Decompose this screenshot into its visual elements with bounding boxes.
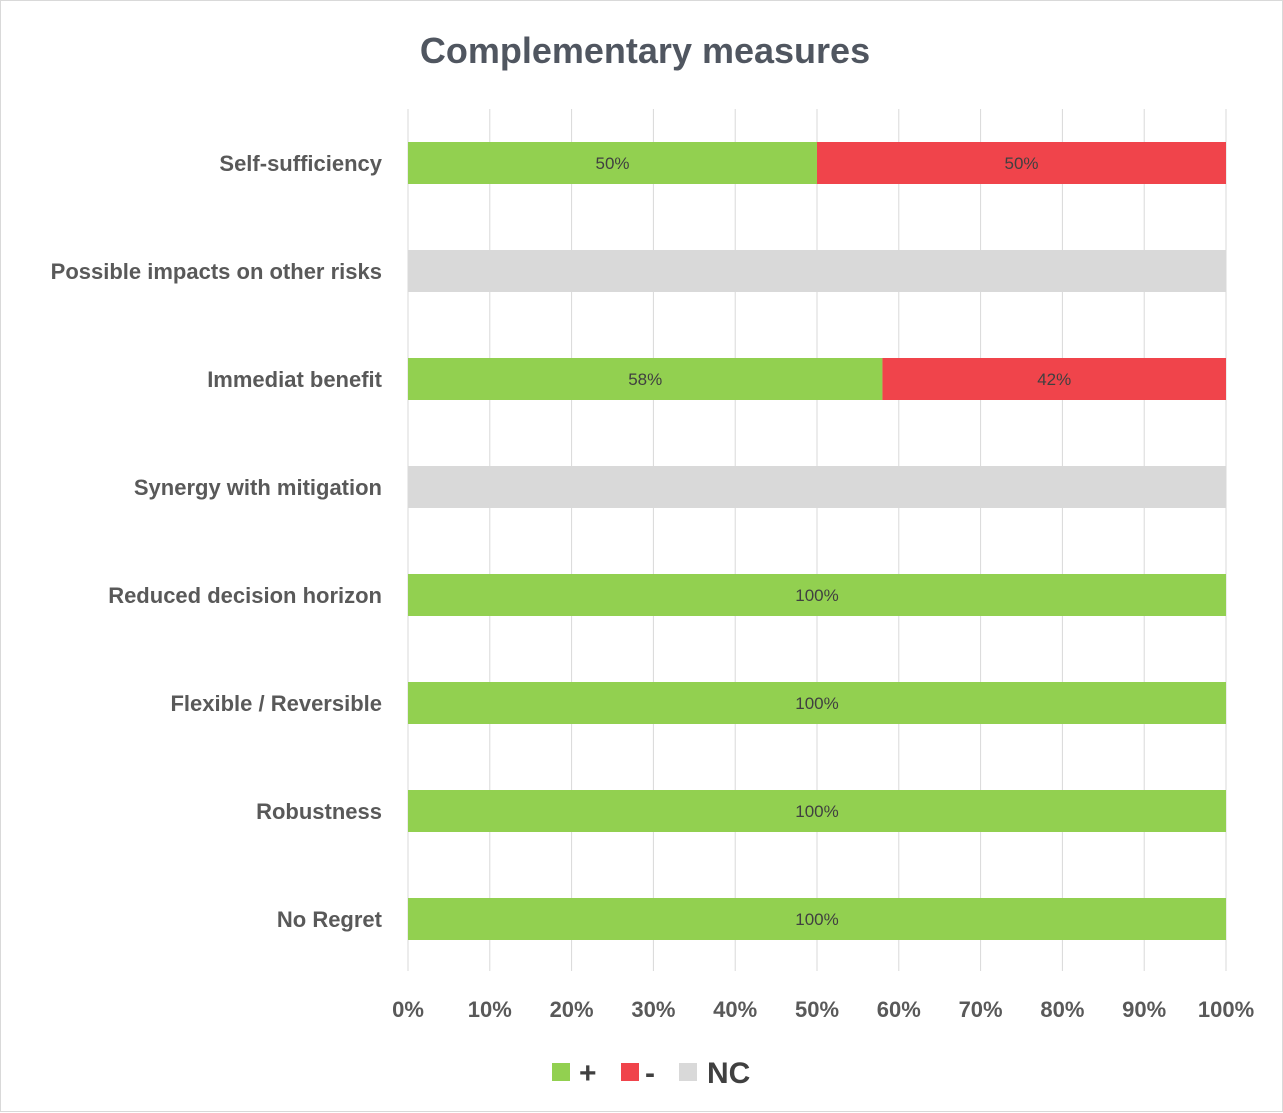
x-tick-label: 30%: [631, 997, 675, 1022]
category-label-self-sufficiency: Self-sufficiency: [219, 151, 382, 176]
bar-self-sufficiency-series-1: [817, 142, 1226, 184]
legend-swatch-2: [679, 1063, 697, 1081]
bars: 50% 50% 58% 42% 100% 100% 100% 100%: [408, 142, 1226, 940]
x-tick-labels: 0% 10% 20% 30% 40% 50% 60% 70% 80% 90% 100%: [392, 997, 1254, 1022]
x-tick-label: 0%: [392, 997, 424, 1022]
x-tick-label: 60%: [877, 997, 921, 1022]
legend-swatch-1: [621, 1063, 639, 1081]
chart-title: Complementary measures: [420, 30, 870, 71]
bar-possible-impacts-on-other-risks-series-2: [408, 250, 1226, 292]
data-label-robustness-series-0: 100%: [795, 802, 838, 821]
gridlines: [407, 109, 1227, 971]
x-tick-label: 90%: [1122, 997, 1166, 1022]
x-tick-label: 10%: [468, 997, 512, 1022]
bar-reduced-decision-horizon-series-0: [408, 574, 1226, 616]
x-tick-label: 80%: [1040, 997, 1084, 1022]
bar-flexible-reversible-series-0: [408, 682, 1226, 724]
bar-self-sufficiency-series-0: [408, 142, 817, 184]
bar-immediat-benefit-series-1: [882, 358, 1226, 400]
data-label-immediat-benefit-series-0: 58%: [628, 370, 662, 389]
x-tick-label: 70%: [959, 997, 1003, 1022]
data-label-self-sufficiency-series-1: 50%: [1004, 154, 1038, 173]
legend: + - NC: [552, 1057, 750, 1090]
bar-synergy-with-mitigation-series-2: [408, 466, 1226, 508]
category-label-possible-impacts-on-other-risks: Possible impacts on other risks: [51, 259, 382, 284]
data-label-flexible-reversible-series-0: 100%: [795, 694, 838, 713]
category-label-reduced-decision-horizon: Reduced decision horizon: [108, 583, 382, 608]
category-label-robustness: Robustness: [256, 799, 382, 824]
category-label-synergy-with-mitigation: Synergy with mitigation: [134, 475, 382, 500]
legend-label-2: NC: [707, 1057, 750, 1090]
category-label-flexible-reversible: Flexible / Reversible: [170, 691, 382, 716]
legend-label-0: +: [579, 1057, 597, 1090]
x-tick-label: 40%: [713, 997, 757, 1022]
x-tick-label: 100%: [1198, 997, 1254, 1022]
bar-immediat-benefit-series-0: [408, 358, 883, 400]
x-tick-label: 50%: [795, 997, 839, 1022]
bar-no-regret-series-0: [408, 898, 1226, 940]
legend-label-1: -: [645, 1057, 655, 1090]
category-label-no-regret: No Regret: [277, 907, 383, 932]
data-label-self-sufficiency-series-0: 50%: [595, 154, 629, 173]
data-label-no-regret-series-0: 100%: [795, 910, 838, 929]
legend-swatch-0: [552, 1063, 570, 1081]
category-labels: Self-sufficiency Possible impacts on othe…: [51, 151, 383, 932]
data-label-immediat-benefit-series-1: 42%: [1037, 370, 1071, 389]
bar-robustness-series-0: [408, 790, 1226, 832]
category-label-immediat-benefit: Immediat benefit: [207, 367, 382, 392]
data-label-reduced-decision-horizon-series-0: 100%: [795, 586, 838, 605]
x-tick-label: 20%: [550, 997, 594, 1022]
